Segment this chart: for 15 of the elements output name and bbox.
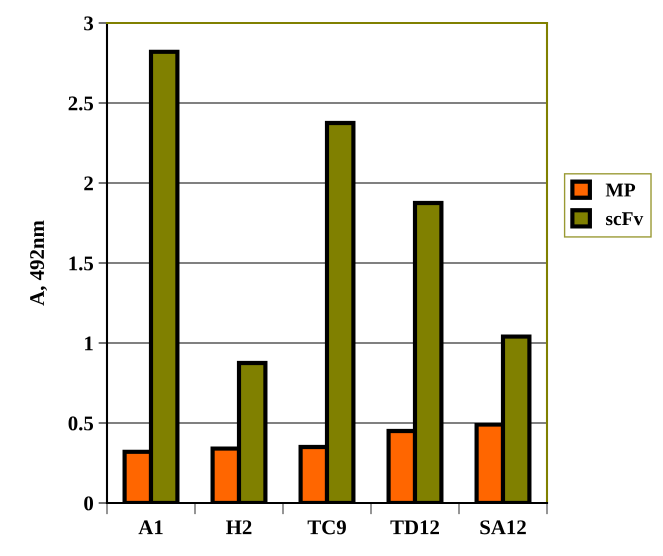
legend-label: scFv <box>606 212 644 226</box>
x-tick-label: TD12 <box>390 520 439 534</box>
x-tick-label: TC9 <box>308 520 346 534</box>
y-tick-label: 1.5 <box>69 256 94 271</box>
y-tick-label: 1 <box>85 336 93 350</box>
y-tick-label: 2 <box>84 176 93 190</box>
legend-label: MP <box>606 184 636 196</box>
y-tick-label: 0.5 <box>68 416 94 431</box>
y-axis-title: A, 492nm <box>30 220 48 306</box>
x-tick-label: SA12 <box>480 520 526 534</box>
y-tick-label: 3 <box>84 16 94 30</box>
y-tick-label: 2.5 <box>68 96 94 111</box>
x-tick-label: A1 <box>138 520 163 534</box>
x-tick-label: H2 <box>226 520 252 534</box>
y-tick-label: 0 <box>84 496 94 510</box>
